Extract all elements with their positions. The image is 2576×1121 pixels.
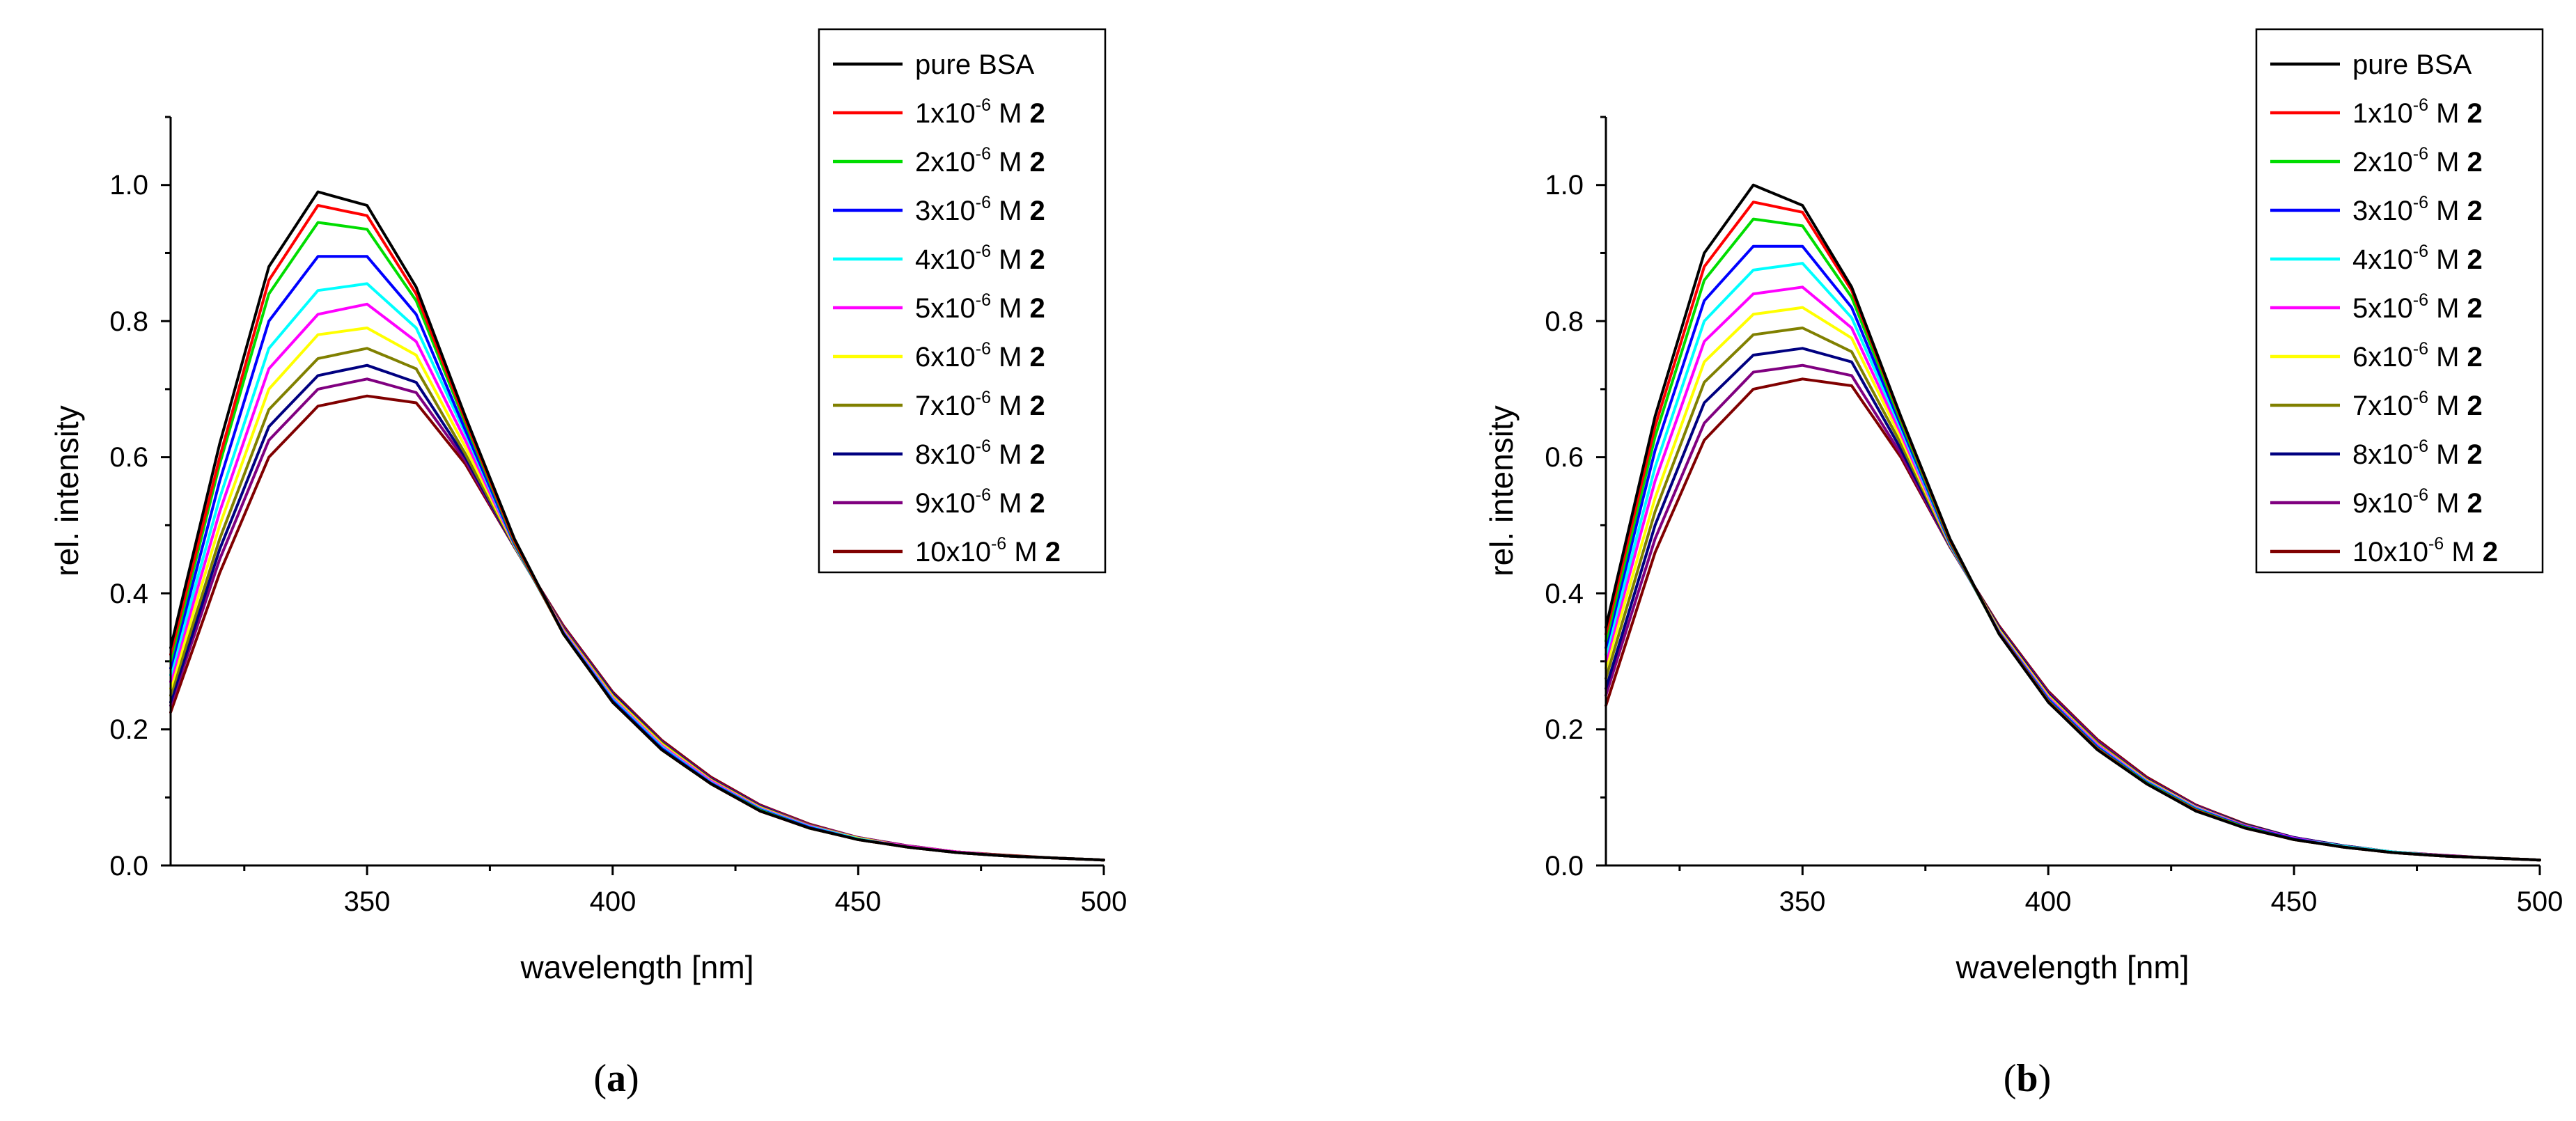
panel-a-xtick-label: 500 <box>1081 886 1127 917</box>
panel-b-series <box>1605 183 2541 862</box>
panel-a-x-axis-title: wavelength [nm] <box>520 949 754 985</box>
panel-a-legend-label-3: 3x10-6 M 2 <box>915 193 1045 226</box>
panel-b-legend: pure BSA 1x10-6 M 2 2x10-6 M 2 3x10-6 M 2 4x… <box>2255 28 2544 574</box>
panel-b: 0.0 0.2 0.4 0.6 0.8 1.0 350 400 450 500 … <box>1483 28 2563 1100</box>
panel-b-xtick-label: 450 <box>2271 886 2318 917</box>
panel-a-legend-label-5: 5x10-6 M 2 <box>915 290 1045 324</box>
panel-b-legend-label-6: 6x10-6 M 2 <box>2352 339 2483 373</box>
panel-a-legend-label-2: 2x10-6 M 2 <box>915 144 1045 178</box>
panel-a-legend-label-1: 1x10-6 M 2 <box>915 95 1045 129</box>
panel-b-ytick-label: 1.0 <box>1545 170 1584 201</box>
panel-b-xtick-label: 400 <box>2025 886 2072 917</box>
panel-b-ytick-label: 0.4 <box>1545 579 1584 609</box>
panel-a-ytick-label: 0.0 <box>109 851 148 881</box>
panel-b-legend-label-9: 9x10-6 M 2 <box>2352 485 2483 519</box>
panel-a-ytick-label: 0.6 <box>109 442 148 473</box>
panel-a-ytick-label: 0.8 <box>109 306 148 337</box>
panel-a-xtick-label: 400 <box>590 886 637 917</box>
panel-a: 0.0 0.2 0.4 0.6 0.8 1.0 350 400 450 500 … <box>49 28 1127 1100</box>
panel-b-xtick-label: 500 <box>2517 886 2563 917</box>
panel-a-ytick-label: 1.0 <box>109 170 148 201</box>
panel-b-series-line-0 <box>1605 183 2541 862</box>
panel-b-legend-label-4: 4x10-6 M 2 <box>2352 242 2483 275</box>
panel-a-legend-label-7: 7x10-6 M 2 <box>915 388 1045 421</box>
panel-b-x-axis-title: wavelength [nm] <box>1956 949 2189 985</box>
panel-a-legend-label-0: pure BSA <box>915 49 1035 80</box>
panel-a-ytick-label: 0.4 <box>109 579 148 609</box>
panel-a-legend-box <box>818 28 1107 574</box>
panel-b-legend-label-5: 5x10-6 M 2 <box>2352 290 2483 324</box>
panel-b-legend-box <box>2255 28 2544 574</box>
panel-b-legend-label-7: 7x10-6 M 2 <box>2352 388 2483 421</box>
panel-a-xtick-label: 350 <box>344 886 391 917</box>
panel-a-legend-label-9: 9x10-6 M 2 <box>915 485 1045 519</box>
panel-a-xtick-label: 450 <box>835 886 882 917</box>
panel-a-series <box>169 190 1105 862</box>
panel-a-ytick-label: 0.2 <box>109 714 148 745</box>
panel-a-y-axis-title: rel. intensity <box>49 405 85 576</box>
panel-b-legend-label-8: 8x10-6 M 2 <box>2352 437 2483 470</box>
panel-b-ytick-label: 0.0 <box>1545 851 1584 881</box>
panel-b-legend-label-1: 1x10-6 M 2 <box>2352 95 2483 129</box>
panel-a-legend: pure BSA 1x10-6 M 2 2x10-6 M 2 3x10-6 M 2 4x… <box>818 28 1107 574</box>
panel-a-legend-label-10: 10x10-6 M 2 <box>915 534 1061 567</box>
panel-b-legend-label-0: pure BSA <box>2352 49 2472 80</box>
panel-b-legend-label-2: 2x10-6 M 2 <box>2352 144 2483 178</box>
panel-a-legend-label-6: 6x10-6 M 2 <box>915 339 1045 373</box>
panel-a-label: (a) <box>593 1057 639 1100</box>
panel-b-ytick-label: 0.6 <box>1545 442 1584 473</box>
panel-b-ytick-label: 0.8 <box>1545 306 1584 337</box>
panel-b-label: (b) <box>2004 1057 2051 1100</box>
panel-b-ytick-label: 0.2 <box>1545 714 1584 745</box>
panel-b-xtick-label: 350 <box>1779 886 1826 917</box>
panel-b-y-axis-title: rel. intensity <box>1483 405 1520 576</box>
panel-b-legend-label-10: 10x10-6 M 2 <box>2352 534 2498 567</box>
panel-b-legend-label-3: 3x10-6 M 2 <box>2352 193 2483 226</box>
panel-a-legend-label-4: 4x10-6 M 2 <box>915 242 1045 275</box>
panel-a-legend-label-8: 8x10-6 M 2 <box>915 437 1045 470</box>
panel-a-series-line-0 <box>169 190 1105 862</box>
panel-a-grid-ticks <box>161 116 1105 875</box>
